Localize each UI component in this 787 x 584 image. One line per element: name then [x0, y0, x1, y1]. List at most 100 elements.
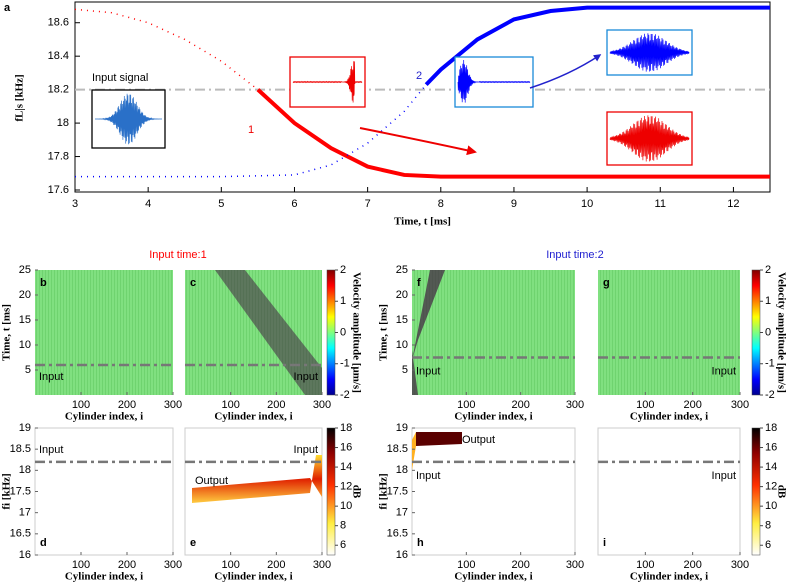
y-tick-label: 10 — [396, 339, 408, 351]
x-tick-label: 200 — [118, 559, 136, 571]
plot-frame — [74, 1, 771, 193]
colorbar-label: dB — [775, 485, 787, 499]
panel-label: i — [603, 537, 606, 549]
y-tick-label: 25 — [396, 264, 408, 276]
x-tick-label: 100 — [221, 399, 239, 411]
input-label: Input — [294, 371, 318, 383]
y-tick-label: 18 — [19, 464, 31, 476]
colorbar-tick-label: -2 — [765, 389, 775, 401]
x-tick-label: 200 — [118, 399, 136, 411]
y-axis-label: fi [kHz] — [378, 473, 390, 509]
y-tick-label: 15 — [19, 314, 31, 326]
colorbar-tick-label: 10 — [340, 500, 352, 512]
x-tick-label: 8 — [438, 198, 444, 210]
x-tick-label: 4 — [145, 198, 151, 210]
heatmap-feature — [412, 432, 416, 470]
series-line — [424, 5, 770, 87]
y-tick-label: 18 — [57, 117, 69, 129]
input-label: Input — [294, 444, 318, 456]
panel-label: g — [603, 277, 610, 289]
x-tick-label: 100 — [72, 559, 90, 571]
colorbar — [326, 269, 336, 396]
y-tick-label: 16.5 — [10, 528, 31, 540]
signal-wave — [457, 59, 531, 103]
colorbar-tick-label: 2 — [340, 264, 346, 276]
y-tick-label: 17.6 — [48, 184, 69, 196]
colorbar-tick-label: 1 — [340, 295, 346, 307]
y-tick-label: 10 — [19, 339, 31, 351]
heatmap-area — [34, 427, 174, 556]
heatmap-area — [412, 270, 575, 395]
input-label: Input — [712, 365, 736, 377]
group-title: Input time:2 — [546, 249, 603, 261]
annotation: 1 — [248, 124, 254, 136]
colorbar-tick-label: 14 — [765, 461, 777, 473]
colorbar-tick-label: 16 — [340, 441, 352, 453]
panel-label: a — [4, 2, 11, 14]
x-tick-label: 200 — [511, 559, 529, 571]
arrow — [529, 54, 602, 89]
x-axis-label: Time, t [ms] — [394, 216, 451, 228]
x-tick-label: 6 — [291, 198, 297, 210]
y-axis-label: fL|s [kHz] — [14, 74, 26, 121]
colorbar-tick-label: 18 — [765, 422, 777, 434]
x-axis-label: Cylinder index, i — [65, 571, 143, 583]
colorbar-tick-label: 6 — [340, 539, 346, 551]
heatmap-feature — [412, 350, 418, 395]
y-tick-label: 17 — [396, 507, 408, 519]
x-tick-label: 300 — [731, 559, 749, 571]
heatmap-feature — [412, 270, 445, 360]
colorbar-tick-label: 10 — [765, 500, 777, 512]
annotation: 2 — [416, 70, 422, 82]
heatmap-area — [598, 270, 740, 395]
y-tick-label: 5 — [25, 364, 31, 376]
x-tick-label: 5 — [218, 198, 224, 210]
x-tick-label: 100 — [457, 559, 475, 571]
y-tick-label: 18 — [396, 464, 408, 476]
colorbar-tick-label: 0 — [765, 326, 771, 338]
heatmap-feature — [416, 432, 462, 446]
x-tick-label: 300 — [566, 399, 584, 411]
output-label: Output — [195, 475, 228, 487]
x-axis-label: Cylinder index, i — [65, 411, 143, 423]
input-label: Input — [39, 371, 63, 383]
x-axis-label: Cylinder index, i — [454, 411, 532, 423]
x-tick-label: 100 — [72, 399, 90, 411]
x-tick-label: 300 — [313, 399, 331, 411]
colorbar-label: Velocity amplitude [μm/s] — [775, 272, 787, 393]
x-axis-label: Cylinder index, i — [214, 411, 292, 423]
panel-label: h — [417, 537, 424, 549]
heatmap-area — [597, 427, 741, 556]
x-tick-label: 100 — [221, 559, 239, 571]
colorbar-tick-label: 2 — [765, 264, 771, 276]
x-tick-label: 200 — [267, 559, 285, 571]
signal-wave — [292, 61, 363, 103]
colorbar-label: Velocity amplitude [μm/s] — [350, 272, 362, 393]
annotation: Input signal — [92, 72, 148, 84]
x-tick-label: 9 — [511, 198, 517, 210]
y-tick-label: 20 — [396, 289, 408, 301]
input-label: Input — [416, 470, 440, 482]
input-label: Input — [39, 444, 63, 456]
colorbar-tick-label: 12 — [765, 481, 777, 493]
y-tick-label: 18.5 — [10, 443, 31, 455]
x-axis-label: Cylinder index, i — [630, 571, 708, 583]
colorbar-tick-label: 6 — [765, 539, 771, 551]
x-tick-label: 12 — [727, 198, 739, 210]
x-tick-label: 100 — [636, 559, 654, 571]
x-tick-label: 300 — [164, 399, 182, 411]
y-tick-label: 19 — [396, 422, 408, 434]
colorbar-tick-label: 16 — [765, 441, 777, 453]
x-tick-label: 3 — [72, 198, 78, 210]
input-label: Input — [712, 470, 736, 482]
y-tick-label: 5 — [402, 364, 408, 376]
colorbar-tick-label: 0 — [340, 326, 346, 338]
colorbar — [326, 427, 336, 556]
y-tick-label: 18.4 — [48, 50, 69, 62]
y-tick-label: 18.6 — [48, 17, 69, 29]
colorbar-tick-label: 14 — [340, 461, 352, 473]
panel-label: b — [40, 277, 47, 289]
colorbar-tick-label: 12 — [340, 481, 352, 493]
